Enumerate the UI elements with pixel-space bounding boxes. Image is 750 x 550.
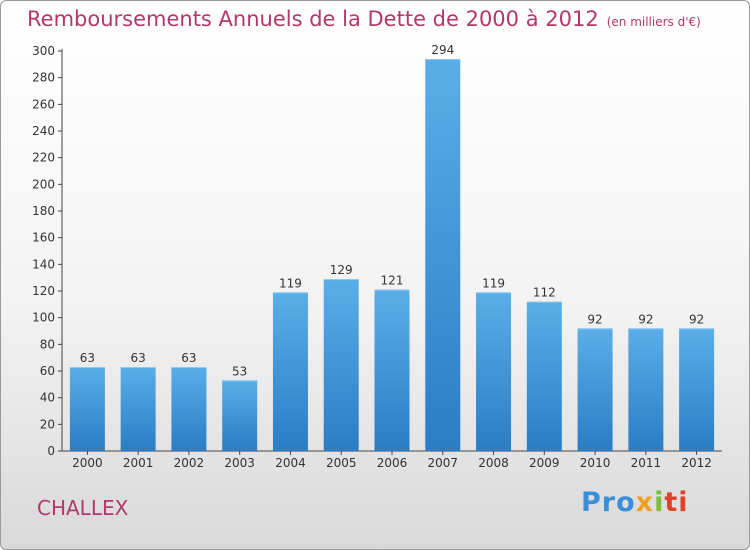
chart-title: Remboursements Annuels de la Dette de 20… bbox=[27, 7, 701, 31]
bar-value-label: 53 bbox=[232, 364, 247, 378]
y-tick-label: 300 bbox=[32, 44, 55, 58]
x-tick-label: 2002 bbox=[174, 456, 205, 470]
chart-title-unit: (en milliers d'€) bbox=[606, 15, 701, 29]
y-tick-label: 200 bbox=[32, 177, 55, 191]
x-tick-label: 2008 bbox=[478, 456, 509, 470]
bar bbox=[628, 328, 664, 451]
x-tick-label: 2006 bbox=[377, 456, 408, 470]
x-tick-label: 2007 bbox=[427, 456, 458, 470]
y-tick-label: 240 bbox=[32, 124, 55, 138]
x-tick-label: 2011 bbox=[631, 456, 662, 470]
x-tick-label: 2005 bbox=[326, 456, 357, 470]
bar-value-label: 92 bbox=[587, 312, 602, 326]
bar bbox=[323, 279, 359, 451]
bar-value-label: 119 bbox=[482, 276, 505, 290]
brand-logo-part-3: i bbox=[654, 487, 665, 518]
bar bbox=[526, 301, 562, 451]
bar-value-label: 63 bbox=[131, 351, 146, 365]
bar bbox=[69, 367, 105, 451]
brand-logo-part-2: x bbox=[635, 487, 655, 518]
brand-logo-part-4: ti bbox=[664, 487, 689, 518]
y-tick-label: 100 bbox=[32, 311, 55, 325]
x-tick-label: 2001 bbox=[123, 456, 154, 470]
y-tick-label: 60 bbox=[40, 364, 55, 378]
bar-value-label: 112 bbox=[533, 286, 556, 300]
y-tick-label: 40 bbox=[40, 391, 55, 405]
bar bbox=[222, 380, 258, 451]
x-tick-label: 2004 bbox=[275, 456, 306, 470]
y-tick-label: 20 bbox=[40, 417, 55, 431]
x-tick-label: 2010 bbox=[580, 456, 611, 470]
y-tick-label: 160 bbox=[32, 231, 55, 245]
bar bbox=[425, 59, 461, 451]
bar-value-label: 92 bbox=[689, 312, 704, 326]
x-tick-label: 2012 bbox=[681, 456, 712, 470]
bar bbox=[476, 292, 512, 451]
bar-value-label: 121 bbox=[381, 274, 404, 288]
bar bbox=[272, 292, 308, 451]
bar-value-label: 63 bbox=[80, 351, 95, 365]
y-tick-label: 120 bbox=[32, 284, 55, 298]
y-tick-label: 140 bbox=[32, 257, 55, 271]
x-tick-label: 2003 bbox=[224, 456, 255, 470]
commune-name: CHALLEX bbox=[37, 496, 129, 520]
x-tick-label: 2000 bbox=[72, 456, 103, 470]
bar-value-label: 294 bbox=[431, 43, 454, 57]
bar-value-label: 129 bbox=[330, 263, 353, 277]
y-tick-label: 220 bbox=[32, 151, 55, 165]
brand-logo: Proxiti bbox=[581, 487, 689, 518]
y-tick-label: 0 bbox=[47, 444, 55, 458]
y-tick-label: 260 bbox=[32, 97, 55, 111]
bar-value-label: 92 bbox=[638, 312, 653, 326]
bar bbox=[679, 328, 715, 451]
bar bbox=[577, 328, 613, 451]
y-tick-label: 280 bbox=[32, 71, 55, 85]
x-tick-label: 2009 bbox=[529, 456, 560, 470]
chart-title-main: Remboursements Annuels de la Dette de 20… bbox=[27, 7, 599, 31]
y-tick-label: 80 bbox=[40, 337, 55, 351]
bar bbox=[120, 367, 156, 451]
bar-value-label: 63 bbox=[181, 351, 196, 365]
y-tick-label: 180 bbox=[32, 204, 55, 218]
bar bbox=[171, 367, 207, 451]
bar-value-label: 119 bbox=[279, 276, 302, 290]
bar bbox=[374, 289, 410, 451]
brand-logo-part-1: Pro bbox=[581, 487, 636, 518]
